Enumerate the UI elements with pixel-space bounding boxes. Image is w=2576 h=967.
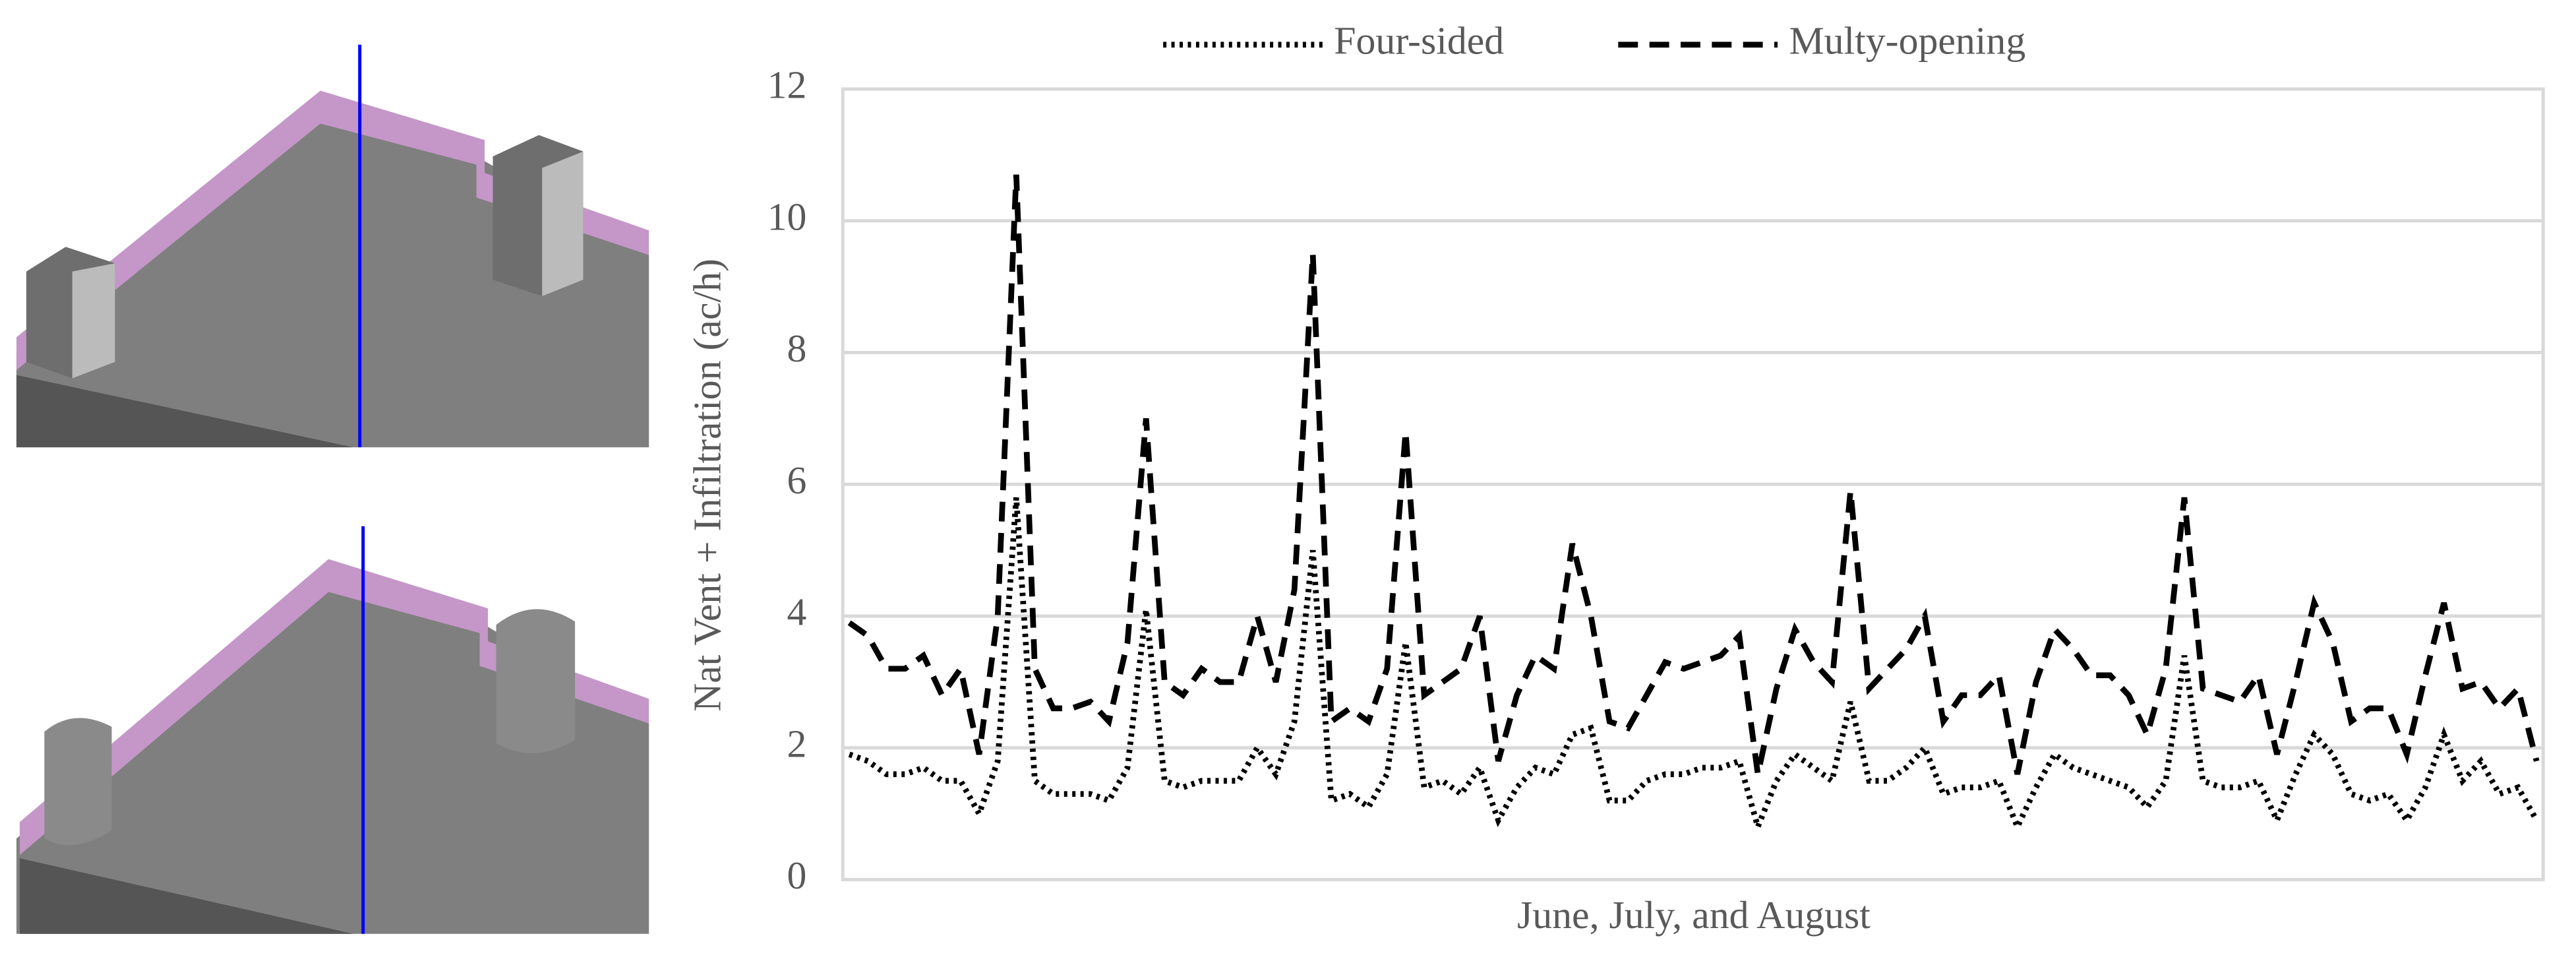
wall	[16, 375, 353, 448]
y-tick-label: 2	[787, 722, 807, 765]
y-tick-label: 6	[787, 458, 807, 502]
x-axis-label: June, July, and August	[1517, 893, 1871, 937]
wall	[19, 858, 353, 934]
building-render-top	[16, 44, 649, 448]
building-render-bottom	[16, 526, 649, 934]
y-tick-label: 8	[787, 327, 807, 370]
series-line	[847, 174, 2540, 775]
series-line	[848, 497, 2539, 836]
cylinder	[496, 609, 576, 753]
y-tick-label: 0	[787, 854, 807, 897]
roof	[16, 583, 649, 934]
box-face	[542, 151, 584, 296]
y-tick-label: 12	[767, 63, 807, 107]
y-tick-label: 10	[767, 195, 807, 238]
y-axis-label: Nat Vent + Infiltration (ac/h)	[686, 259, 729, 712]
cylinder	[44, 718, 112, 846]
y-tick-label: 4	[787, 590, 807, 634]
legend-label: Four-sided	[1334, 18, 1504, 62]
box-face	[72, 263, 115, 379]
legend-label: Multy-opening	[1789, 18, 2025, 62]
